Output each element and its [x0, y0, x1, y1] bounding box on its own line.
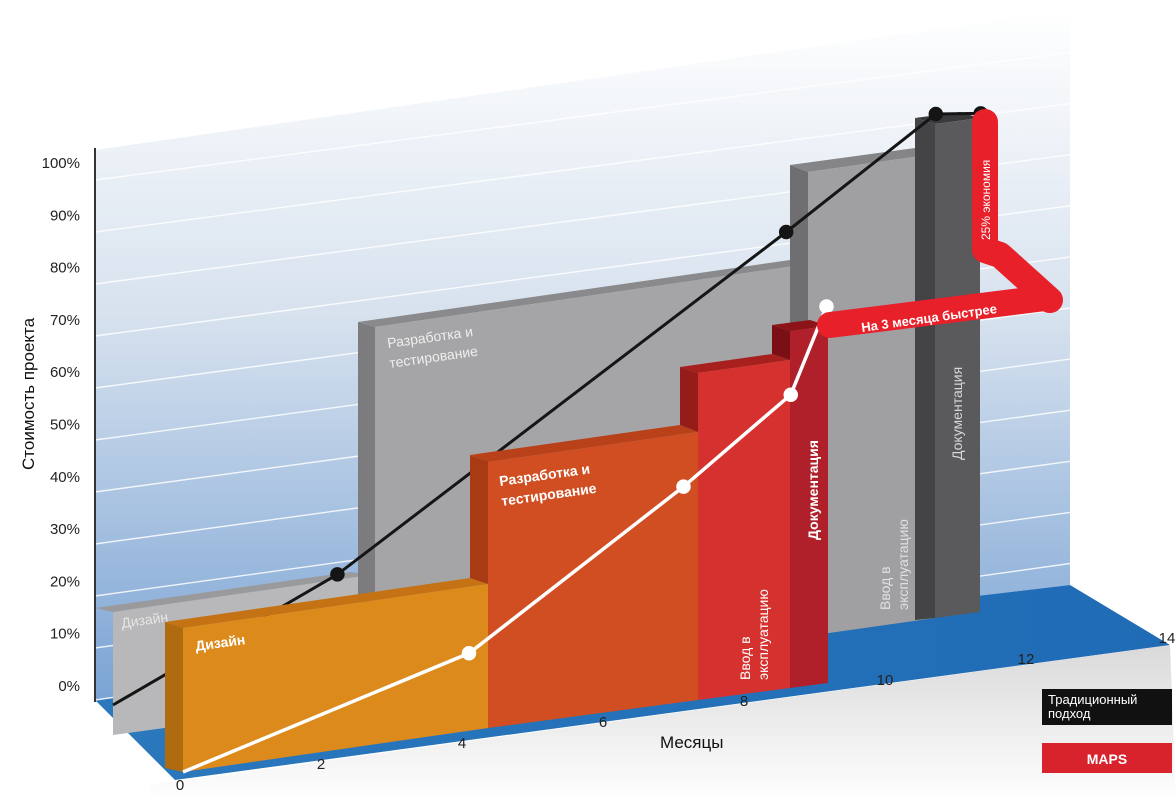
x-tick-labels: 0 2 4 6 8 10 12 14 — [176, 630, 1176, 794]
legend-swatch-maps — [1042, 743, 1172, 773]
trad-design-top — [95, 572, 370, 612]
maps-label-deploy-2: эксплуатацию — [755, 589, 771, 680]
y-tick-label: 20% — [50, 573, 80, 590]
y-tick-label: 0% — [58, 678, 80, 695]
trad-deploy-top — [790, 148, 935, 172]
maps-label-design: Дизайн — [194, 631, 246, 654]
y-tick-label: 60% — [50, 364, 80, 381]
maps-dev-front — [488, 432, 698, 728]
data-point — [330, 567, 345, 582]
data-point — [778, 224, 794, 240]
x-tick-label: 6 — [599, 714, 607, 731]
legend-label-traditional-2: подход — [1048, 706, 1091, 721]
floor-shadow — [150, 645, 1176, 801]
maps-label-deploy-1: Ввод в — [737, 636, 753, 680]
maps-label-docs: Документация — [805, 440, 821, 540]
data-point — [819, 299, 834, 314]
data-point — [928, 106, 944, 122]
trad-dev-top — [358, 260, 808, 327]
gridline — [94, 102, 1071, 233]
x-tick-label: 2 — [317, 756, 325, 773]
maps-deploy-front — [698, 360, 790, 700]
y-tick-labels: 0% 10% 20% 30% 40% 50% 60% 70% 80% 90% 100% — [42, 155, 80, 695]
data-point — [783, 387, 798, 402]
maps-deploy-side — [680, 367, 698, 432]
trad-deploy-front — [808, 154, 935, 636]
y-tick-label: 40% — [50, 469, 80, 486]
trad-label-docs: Документация — [949, 367, 965, 460]
maps-design-front — [183, 584, 488, 772]
x-tick-label: 14 — [1159, 630, 1176, 647]
maps-design-top — [165, 578, 488, 628]
x-tick-label: 8 — [740, 693, 748, 710]
x-tick-label: 4 — [458, 735, 466, 752]
y-tick-label: 10% — [50, 626, 80, 643]
y-axis-label: Стоимость проекта — [19, 317, 38, 470]
x-tick-label: 0 — [176, 777, 184, 794]
annotation-savings: 25% экономия — [979, 160, 993, 240]
y-tick-label: 70% — [50, 312, 80, 329]
trad-label-design: Дизайн — [120, 609, 169, 631]
x-tick-label: 10 — [877, 672, 894, 689]
maps-dev-top — [470, 425, 698, 462]
legend-swatch-traditional — [1042, 689, 1172, 725]
y-tick-label: 50% — [50, 417, 80, 434]
y-tick-label: 90% — [50, 207, 80, 224]
gridline — [94, 51, 1071, 181]
legend-label-maps: MAPS — [1087, 751, 1127, 767]
y-tick-label: 30% — [50, 521, 80, 538]
x-tick-label: 12 — [1018, 651, 1035, 668]
trad-label-deploy-1: Ввод в — [877, 566, 893, 610]
maps-dev-side — [470, 455, 488, 584]
series-maps: Дизайн Разработка и тестирование Ввод в … — [165, 320, 828, 772]
trad-docs-front — [935, 118, 980, 618]
maps-deploy-top — [680, 354, 790, 373]
data-point — [461, 646, 477, 661]
maps-docs-front — [790, 326, 828, 688]
maps-docs-side — [772, 325, 790, 360]
legend: Традиционный подход MAPS — [1042, 689, 1172, 773]
annotation-ribbon — [817, 109, 1063, 338]
x-axis-label: Месяцы — [660, 733, 723, 752]
trad-label-deploy-2: эксплуатацию — [895, 519, 911, 610]
data-point — [676, 479, 691, 494]
maps-design-side — [165, 622, 183, 772]
y-tick-label: 100% — [42, 155, 80, 172]
legend-label-traditional-1: Традиционный — [1048, 692, 1137, 707]
trad-docs-side — [915, 118, 935, 620]
y-tick-label: 80% — [50, 260, 80, 277]
maps-docs-top — [772, 320, 828, 331]
